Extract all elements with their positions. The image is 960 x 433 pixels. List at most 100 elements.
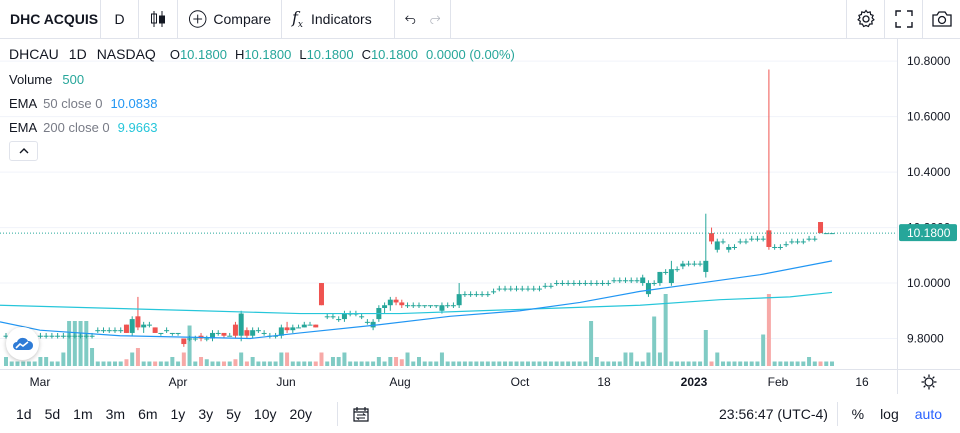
ema50-line xyxy=(0,260,833,340)
candle-body xyxy=(238,313,244,336)
volume-bar xyxy=(4,357,8,366)
volume-bar xyxy=(634,361,639,366)
candle-body xyxy=(668,269,674,284)
volume-bar xyxy=(233,359,238,366)
low-value: 10.1800 xyxy=(306,46,354,62)
legend-symbol[interactable]: DHCAU xyxy=(9,46,59,62)
candle-body xyxy=(405,305,411,307)
compare-button[interactable]: Compare xyxy=(178,0,282,38)
candle-body xyxy=(651,283,657,285)
range-1m[interactable]: 1m xyxy=(73,405,93,422)
candle-body xyxy=(101,330,107,332)
scale-settings-button[interactable] xyxy=(897,369,960,394)
volume-bar xyxy=(267,361,272,366)
volume-bar xyxy=(680,361,685,366)
volume-bar xyxy=(663,294,668,366)
snapshot-button[interactable] xyxy=(922,0,960,38)
candle-body xyxy=(250,330,256,336)
candle-body xyxy=(60,335,66,337)
candle-body xyxy=(450,305,456,307)
range-5d[interactable]: 5d xyxy=(44,405,61,422)
candle-body xyxy=(663,271,669,273)
volume-bar xyxy=(38,357,43,366)
candle-body xyxy=(594,283,600,285)
candle-body xyxy=(514,288,520,290)
price-tick-label: 10.4000 xyxy=(907,165,951,179)
price-chart[interactable] xyxy=(0,39,897,369)
volume-bar xyxy=(617,361,622,366)
toolbar-right xyxy=(846,0,960,38)
candle-body xyxy=(823,233,829,235)
range-20y[interactable]: 20y xyxy=(289,405,313,422)
candle-body xyxy=(112,330,118,332)
candle-body xyxy=(336,319,342,321)
candle-body xyxy=(548,285,554,287)
volume-bar xyxy=(405,352,410,366)
time-scale[interactable]: Mar Apr Jun Aug Oct 18 2023 Feb 16 xyxy=(0,369,897,394)
volume-bar xyxy=(457,361,462,366)
volume-bar xyxy=(715,352,720,366)
auto-toggle[interactable]: auto xyxy=(914,406,942,422)
candle-body xyxy=(359,316,365,318)
range-1d[interactable]: 1d xyxy=(16,405,32,422)
range-3y[interactable]: 3y xyxy=(198,405,214,422)
volume-bar xyxy=(181,352,186,366)
candle-body xyxy=(456,294,462,306)
range-3m[interactable]: 3m xyxy=(105,405,126,422)
chart-pane[interactable] xyxy=(0,39,897,369)
percent-toggle[interactable]: % xyxy=(851,406,865,422)
volume-bar xyxy=(640,361,645,366)
candle-body xyxy=(43,335,49,337)
legend-interval: 1D xyxy=(68,46,87,62)
settings-button[interactable] xyxy=(846,0,884,38)
candle-body xyxy=(146,324,152,326)
candle-body xyxy=(611,280,617,282)
volume-bar xyxy=(72,321,77,366)
collapse-legend-button[interactable] xyxy=(9,141,38,161)
range-6m[interactable]: 6m xyxy=(138,405,158,422)
volume-bar xyxy=(589,321,594,366)
goto-date-button[interactable] xyxy=(337,401,370,426)
range-10y[interactable]: 10y xyxy=(253,405,277,422)
candle-body xyxy=(772,246,778,248)
date-ranges: 1d 5d 1m 3m 6m 1y 3y 5y 10y 20y xyxy=(11,406,317,422)
time-tick-label: Aug xyxy=(389,375,410,389)
volume-bar xyxy=(428,361,433,366)
volume-bar xyxy=(118,361,123,366)
symbol-search[interactable]: DHC ACQUIS xyxy=(0,0,101,38)
study-ema200[interactable]: EMA 200 close 0 9.9663 xyxy=(9,120,157,135)
range-5y[interactable]: 5y xyxy=(226,405,241,422)
volume-bar xyxy=(164,361,169,366)
candle-body xyxy=(760,238,766,240)
candle-body xyxy=(818,222,824,234)
time-tick-label: 18 xyxy=(597,375,611,389)
candle-body xyxy=(536,288,542,290)
volume-bar xyxy=(147,361,152,366)
volume-bar xyxy=(652,316,657,366)
chart-type-button[interactable] xyxy=(139,0,178,38)
redo-icon[interactable] xyxy=(429,12,441,26)
volume-bar xyxy=(830,361,834,366)
undo-icon[interactable] xyxy=(405,12,416,26)
volume-bar xyxy=(204,359,209,366)
range-1y[interactable]: 1y xyxy=(170,405,186,422)
volume-bar xyxy=(399,359,404,366)
price-tick-label: 9.8000 xyxy=(907,331,944,345)
log-toggle[interactable]: log xyxy=(880,406,899,422)
tradingview-logo[interactable] xyxy=(6,327,39,360)
candle-body xyxy=(519,288,525,290)
price-scale[interactable]: 10.800010.600010.400010.200010.00009.800… xyxy=(897,39,960,369)
candle-body xyxy=(330,316,336,318)
volume-bar xyxy=(78,321,83,366)
time-tick-label: Oct xyxy=(511,375,530,389)
candle-body xyxy=(187,338,193,340)
candle-body xyxy=(370,321,376,328)
fullscreen-button[interactable] xyxy=(884,0,922,38)
time-tick-label: 16 xyxy=(855,375,869,389)
clock-timezone[interactable]: 23:56:47 (UTC-4) xyxy=(719,406,828,422)
study-ema50[interactable]: EMA 50 close 0 10.0838 xyxy=(9,96,157,111)
volume-bar xyxy=(353,361,358,366)
interval-button[interactable]: D xyxy=(101,0,139,38)
indicators-button[interactable]: fx Indicators xyxy=(282,0,395,38)
study-volume[interactable]: Volume 500 xyxy=(9,72,84,87)
